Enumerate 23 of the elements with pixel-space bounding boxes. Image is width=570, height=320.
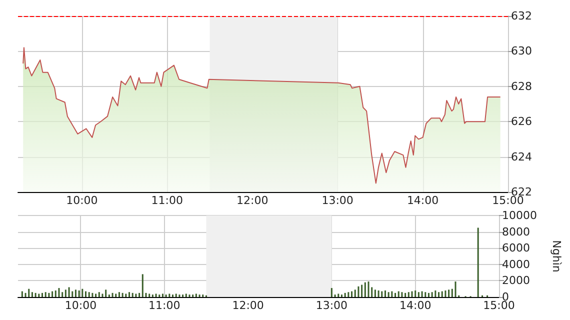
- y-tick-label: 624: [511, 150, 532, 164]
- y-tick-label: 4000: [502, 258, 530, 271]
- y-tick-label: 2000: [502, 274, 530, 288]
- y-axis-title: Nghìn: [550, 240, 563, 272]
- x-tick-label: 12:00: [232, 299, 264, 312]
- y-tick-label: 628: [511, 80, 532, 93]
- y-tick-label: 6000: [502, 242, 530, 255]
- x-tick-label: 10:00: [64, 299, 97, 312]
- y-tick-label: 630: [511, 44, 532, 58]
- y-tick-label: 626: [511, 115, 532, 128]
- x-tick-label: 14:00: [399, 299, 432, 312]
- x-tick-label: 12:00: [236, 194, 268, 207]
- x-tick-label: 10:00: [66, 194, 98, 207]
- y-tick-label: 632: [511, 10, 532, 22]
- y-tick-label: 8000: [502, 225, 530, 238]
- x-tick-label: 15:00: [483, 299, 515, 312]
- x-tick-label: 13:00: [316, 299, 348, 312]
- x-tick-label: 15:00: [492, 194, 524, 207]
- x-tick-label: 11:00: [151, 194, 183, 207]
- x-tick-label: 11:00: [148, 299, 180, 312]
- x-tick-label: 13:00: [322, 194, 354, 207]
- y-tick-label: 10000: [502, 209, 537, 222]
- x-tick-label: 14:00: [406, 194, 439, 207]
